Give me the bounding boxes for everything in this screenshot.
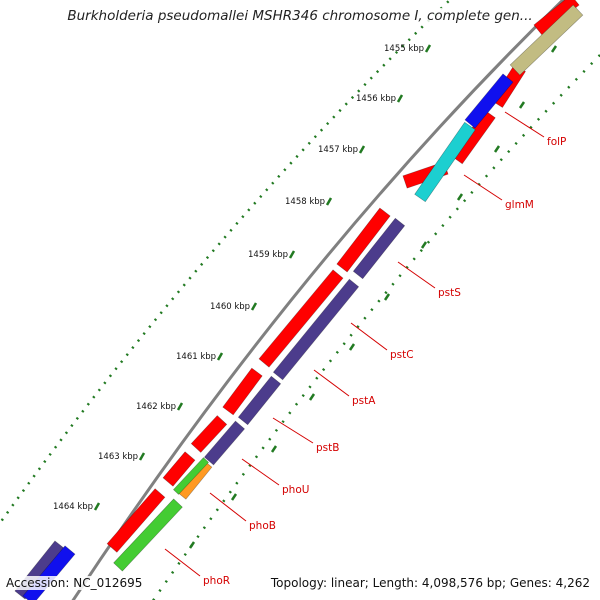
feature-block-blue <box>464 73 514 129</box>
minor-tick <box>420 241 428 249</box>
gene-label-glmM: glmM <box>505 199 534 211</box>
feature-block-purple <box>272 278 360 381</box>
backbone-layer <box>71 0 566 600</box>
feature-block-red <box>106 488 166 553</box>
gene-leader-line <box>164 548 201 577</box>
backbone-line <box>71 0 566 600</box>
feature-block-red <box>162 451 196 487</box>
feature-block-purple <box>352 217 406 280</box>
map-title: Burkholderia pseudomallei MSHR346 chromo… <box>0 8 600 24</box>
feature-block-red <box>336 207 391 273</box>
tick-label: 1460 kbp <box>210 302 250 312</box>
feature-block-green <box>113 498 183 572</box>
minor-tick <box>230 493 238 501</box>
gene-label-pstB: pstB <box>316 442 339 454</box>
tick-label: 1458 kbp <box>285 197 325 207</box>
minor-tick <box>493 145 501 153</box>
tick-label: 1459 kbp <box>248 250 288 260</box>
tick-label: 1455 kbp <box>384 44 424 54</box>
gene-leader-line <box>241 458 280 486</box>
gene-label-phoU: phoU <box>282 484 309 496</box>
minor-tick <box>456 193 464 201</box>
minor-tick <box>348 343 356 351</box>
minor-tick <box>270 445 278 453</box>
gene-label-phoB: phoB <box>249 520 276 532</box>
major-tick <box>93 502 101 511</box>
gene-label-pstC: pstC <box>390 349 414 361</box>
tick-label: 1456 kbp <box>356 94 396 104</box>
gene-label-folP: folP <box>547 136 566 148</box>
gene-leader-line <box>272 417 314 444</box>
feature-block-red <box>258 269 344 368</box>
tick-label: 1462 kbp <box>136 402 176 412</box>
minor-tick <box>383 293 391 301</box>
tick-label: 1461 kbp <box>176 352 216 362</box>
major-tick <box>176 402 184 411</box>
minor-tick <box>550 45 558 53</box>
tick-label: 1464 kbp <box>53 502 93 512</box>
major-tick <box>216 352 224 361</box>
feature-block-green <box>173 457 209 495</box>
accession-text: Accession: NC_012695 <box>6 576 143 590</box>
gene-leader-line <box>209 492 247 522</box>
feature-block-purple <box>237 375 282 426</box>
feature-block-red <box>222 367 263 416</box>
feature-block-purple <box>204 420 245 466</box>
outer-dotted-ring <box>0 0 452 526</box>
gene-leader-line <box>463 174 503 201</box>
gene-leader-line <box>504 111 545 138</box>
gene-leader-line <box>313 369 350 397</box>
major-tick <box>250 302 258 311</box>
tick-label: 1463 kbp <box>98 452 138 462</box>
feature-layer <box>14 0 584 600</box>
minor-tick <box>518 101 526 109</box>
major-tick <box>138 452 146 461</box>
feature-block-cyan <box>414 121 476 203</box>
major-tick <box>288 250 296 259</box>
inner-dotted-ring <box>151 54 600 600</box>
map-title-text: Burkholderia pseudomallei MSHR346 chromo… <box>65 8 535 24</box>
gene-leader-line <box>350 322 388 351</box>
feature-block-olive <box>509 4 584 76</box>
tick-label: 1457 kbp <box>318 145 358 155</box>
minor-tick <box>188 541 196 549</box>
gene-label-pstS: pstS <box>438 287 461 299</box>
topology-stats-text: Topology: linear; Length: 4,098,576 bp; … <box>270 576 590 590</box>
minor-tick <box>308 393 316 401</box>
gene-label-phoR: phoR <box>203 575 230 587</box>
major-tick <box>325 197 333 206</box>
major-tick <box>358 145 366 154</box>
gene-label-layer: folP glmM pstS pstC pstA pstB phoU phoB phoR <box>164 111 566 587</box>
major-tick <box>424 44 432 53</box>
feature-block-red <box>190 415 228 453</box>
gene-leader-line <box>397 261 436 289</box>
gene-label-pstA: pstA <box>352 395 376 407</box>
major-tick <box>396 94 404 103</box>
